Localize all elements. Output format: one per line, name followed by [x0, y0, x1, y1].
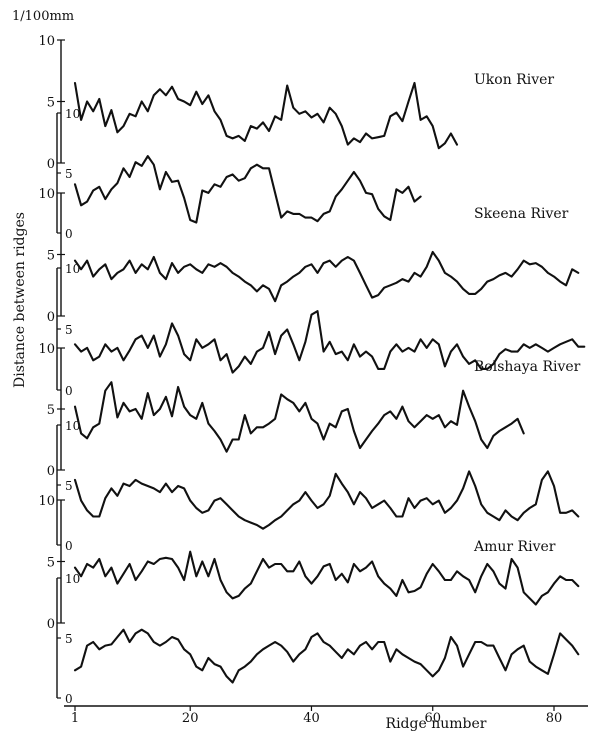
series-line-2	[73, 628, 580, 684]
x-axis-tick-label: 1	[71, 711, 79, 726]
panel-secondary-axis-tick-label: 0	[65, 227, 73, 241]
series-line-1	[73, 250, 580, 303]
panel-secondary-axis-tick-label: 5	[65, 632, 73, 646]
panel-river-label: Ukon River	[474, 72, 554, 88]
panel-axis-tick-label: 0	[47, 310, 55, 325]
x-axis-tick-label: 20	[182, 711, 199, 726]
panel-secondary-axis-tick-label: 10	[65, 572, 80, 586]
series-line-1	[73, 81, 459, 150]
panel-river-label: Amur River	[473, 539, 556, 555]
panel-axis-tick-label: 10	[38, 187, 55, 202]
panel-river-label: Skeena River	[474, 206, 569, 222]
panel-secondary-axis-tick-label: 10	[65, 262, 80, 276]
x-axis-tick-label: 60	[424, 711, 441, 726]
series-line-2	[73, 155, 422, 224]
y-axis-label: Distance between ridges	[12, 212, 28, 388]
panel-axis-tick-label: 5	[47, 556, 55, 571]
panel-axis-tick-label: 10	[38, 34, 55, 49]
series-line-1	[73, 550, 580, 606]
panel-axis-tick-label: 5	[47, 96, 55, 111]
panel-secondary-axis-tick-label: 10	[65, 419, 80, 433]
panel-axis-tick-label: 5	[47, 249, 55, 264]
panel-secondary-axis-tick-label: 10	[65, 107, 80, 121]
panel-secondary-axis-tick-label: 5	[65, 479, 73, 493]
panel-axis-tick-label: 10	[38, 494, 55, 509]
panel-river-label: Bolshaya River	[474, 359, 581, 375]
panel-axis-tick-label: 10	[38, 342, 55, 357]
panel-axis-tick-label: 0	[47, 157, 55, 172]
panel-axis-tick-label: 0	[47, 464, 55, 479]
panel-secondary-axis-tick-label: 5	[65, 167, 73, 181]
panel-secondary-axis-tick-label: 0	[65, 539, 73, 553]
x-axis-label: Ridge number	[386, 716, 487, 732]
series-line-2	[73, 310, 586, 374]
series-line-1	[73, 381, 525, 453]
panel-axis-tick-label: 0	[47, 617, 55, 632]
x-axis-tick-label: 80	[546, 711, 563, 726]
panel-secondary-axis-tick-label: 0	[65, 692, 73, 706]
panel-secondary-axis-tick-label: 5	[65, 323, 73, 337]
x-axis-tick-label: 40	[303, 711, 320, 726]
unit-label: 1/100mm	[12, 9, 74, 24]
panel-axis-tick-label: 5	[47, 403, 55, 418]
series-line-2	[73, 470, 580, 530]
panel-secondary-axis-tick-label: 0	[65, 384, 73, 398]
x-axis: 1 20 40 60 80	[64, 705, 588, 726]
